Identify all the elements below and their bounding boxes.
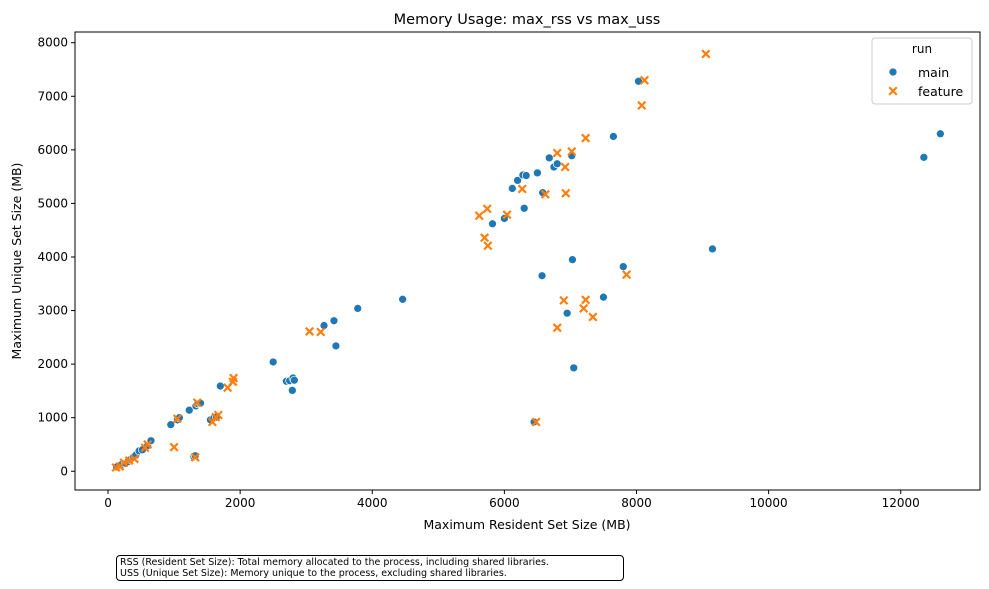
point-feature: [483, 241, 493, 251]
plot-marks: [111, 49, 945, 473]
point-feature: [552, 148, 562, 158]
point-main: [268, 357, 278, 367]
point-feature: [637, 100, 647, 110]
legend-marker-feature: [888, 86, 898, 96]
x-tick-label: 2000: [225, 496, 256, 510]
y-tick-label: 6000: [37, 143, 68, 157]
point-main: [936, 129, 945, 139]
point-main: [708, 244, 717, 254]
point-main: [544, 153, 554, 163]
y-tick-label: 8000: [37, 36, 68, 50]
point-feature: [480, 233, 490, 243]
x-tick-label: 12000: [882, 496, 920, 510]
legend-label-main: main: [918, 65, 949, 80]
legend-title: run: [912, 42, 932, 56]
legend-label-feature: feature: [918, 84, 963, 99]
point-main: [488, 219, 497, 229]
x-tick-label: 8000: [621, 496, 652, 510]
y-tick-label: 3000: [37, 304, 68, 318]
point-feature: [622, 270, 632, 280]
point-feature: [304, 326, 315, 336]
point-feature: [143, 439, 153, 450]
point-main: [519, 203, 529, 213]
legend-entry-main: main: [888, 65, 949, 80]
point-main: [537, 271, 547, 281]
legend: run main feature: [871, 37, 973, 105]
point-feature: [190, 452, 200, 462]
point-feature: [581, 133, 591, 143]
x-tick-label: 10000: [750, 496, 788, 510]
footnote-uss: USS (Unique Set Size): Memory unique to …: [120, 568, 507, 579]
point-main: [609, 132, 618, 141]
point-feature: [588, 312, 598, 322]
x-tick-label: 6000: [489, 496, 520, 510]
point-feature: [560, 162, 570, 172]
y-axis-ticks: 0 1000 2000 3000 4000 5000 6000 7000 8000: [37, 36, 75, 478]
y-tick-label: 7000: [37, 89, 68, 103]
point-feature: [502, 210, 512, 220]
point-main: [353, 304, 363, 313]
x-axis-label: Maximum Resident Set Size (MB): [423, 517, 630, 532]
point-main: [599, 292, 608, 302]
point-feature: [559, 295, 569, 305]
point-feature: [316, 327, 326, 337]
point-feature: [172, 414, 182, 424]
point-main: [184, 405, 194, 415]
point-main: [513, 176, 522, 185]
point-feature: [579, 303, 589, 313]
x-tick-label: 4000: [357, 496, 388, 510]
legend-marker-main: [888, 67, 898, 77]
point-feature: [639, 75, 649, 85]
point-main: [289, 375, 299, 385]
y-tick-label: 2000: [37, 357, 68, 371]
point-feature: [561, 188, 571, 198]
point-main: [521, 171, 531, 180]
point-main: [919, 152, 929, 162]
point-main: [507, 184, 517, 193]
point-feature: [213, 410, 223, 420]
plot-area-frame: [74, 31, 981, 491]
point-main: [287, 386, 297, 395]
point-feature: [581, 295, 591, 305]
point-main: [569, 363, 579, 373]
legend-entry-feature: feature: [888, 84, 963, 99]
point-main: [331, 341, 341, 351]
point-feature: [129, 454, 140, 464]
point-main: [618, 262, 628, 271]
footnote-rss: RSS (Resident Set Size): Total memory al…: [120, 557, 549, 568]
footnote-box: RSS (Resident Set Size): Total memory al…: [116, 555, 624, 581]
point-main: [533, 168, 542, 178]
point-feature: [567, 146, 577, 157]
point-feature: [482, 204, 492, 214]
point-main: [215, 381, 225, 391]
point-main: [166, 420, 176, 429]
point-feature: [228, 377, 238, 387]
point-feature: [701, 49, 711, 59]
y-tick-label: 5000: [37, 196, 68, 210]
y-tick-label: 0: [60, 464, 68, 478]
point-feature: [474, 211, 484, 221]
point-main: [398, 294, 407, 304]
chart-title: Memory Usage: max_rss vs max_uss: [394, 12, 661, 28]
point-main: [529, 417, 539, 427]
point-main: [329, 316, 339, 326]
point-main: [568, 255, 577, 265]
point-feature: [517, 184, 527, 194]
x-tick-label: 0: [104, 496, 112, 510]
y-tick-label: 4000: [37, 250, 68, 264]
point-main: [190, 451, 200, 461]
point-feature: [540, 189, 550, 199]
point-main: [552, 159, 562, 169]
point-feature: [192, 398, 202, 408]
x-axis-ticks: 0 2000 4000 6000 8000 10000 12000: [104, 490, 920, 510]
point-feature: [552, 323, 562, 333]
y-tick-label: 1000: [37, 411, 68, 425]
point-feature: [531, 417, 541, 427]
point-main: [562, 308, 572, 318]
y-axis-label: Maximum Unique Set Size (MB): [9, 163, 24, 360]
point-feature: [169, 442, 179, 452]
